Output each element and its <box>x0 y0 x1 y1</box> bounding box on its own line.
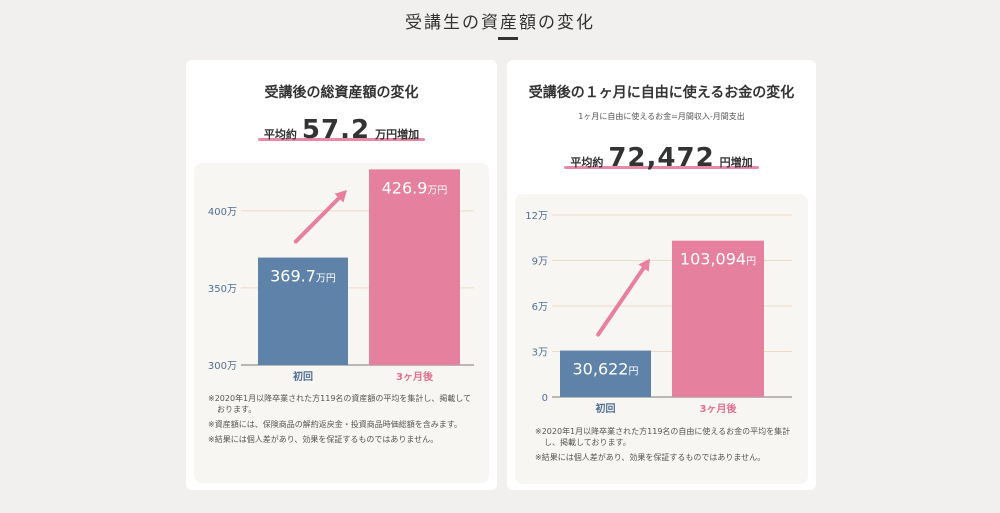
x-category-label: 初回 <box>293 370 313 383</box>
total-assets-card: 受講後の総資産額の変化 平均約 57.2 万円増加 300万 350万 400万 369.… <box>186 60 497 490</box>
y-tick-label: 9万 <box>532 257 548 268</box>
note: ※2020年1月以降卒業された方119名の資産額の平均を集計し、掲載しております… <box>208 394 472 414</box>
note: ※結果には個人差があり、効果を保証するものではありません。 <box>208 435 439 444</box>
increase-arrow <box>596 265 647 337</box>
free-money-notes: ※2020年1月以降卒業された方119名の自由に使えるお金の平均を集計し、掲載し… <box>535 426 800 467</box>
bar <box>369 169 460 365</box>
x-category-label: 3ヶ月後 <box>700 402 738 415</box>
bar <box>560 350 651 397</box>
y-tick-label: 3万 <box>532 348 548 359</box>
total-assets-notes: ※2020年1月以降卒業された方119名の資産額の平均を集計し、掲載しております… <box>208 393 478 449</box>
total-assets-average: 平均約 57.2 万円増加 <box>186 115 497 145</box>
data-label: 369.7万円 <box>270 267 336 286</box>
average-prefix: 平均約 <box>263 128 297 141</box>
average-value: 57.2 <box>301 115 371 145</box>
free-money-chart-panel: 0 3万 6万 9万 12万 30,622円初回 103,094円 3ヶ月後 ※2020年1月… <box>515 194 808 484</box>
average-suffix: 万円増加 <box>375 128 420 141</box>
x-category-label: 3ヶ月後 <box>396 370 434 383</box>
free-money-definition: 1ヶ月に自由に使えるお金=月間収入-月間支出 <box>578 112 745 121</box>
note: ※資産額には、保険商品の解約返戻金・投資商品時価総額を含みます。 <box>208 420 462 429</box>
note: ※結果には個人差があり、効果を保証するものではありません。 <box>535 453 766 462</box>
y-tick-label: 400万 <box>208 207 237 218</box>
x-category-label: 初回 <box>596 402 616 415</box>
bar <box>672 240 764 397</box>
increase-arrow-head <box>334 190 347 203</box>
y-tick-label: 6万 <box>532 302 548 313</box>
average-underline <box>564 166 759 169</box>
increase-arrow-head <box>638 258 650 272</box>
y-tick-label: 12万 <box>525 211 548 222</box>
free-money-card: 受講後の１ヶ月に自由に使えるお金の変化 1ヶ月に自由に使えるお金=月間収入-月間… <box>507 60 816 490</box>
average-value: 72,472 <box>608 143 715 173</box>
data-label: 30,622円 <box>573 360 639 379</box>
y-tick-label: 350万 <box>208 284 237 295</box>
free-money-average: 平均約 72,472 円増加 <box>507 143 816 173</box>
average-underline <box>257 138 426 141</box>
title-divider <box>498 37 518 40</box>
average-suffix: 円増加 <box>719 156 753 169</box>
average-prefix: 平均約 <box>570 156 604 169</box>
free-money-heading: 受講後の１ヶ月に自由に使えるお金の変化 <box>528 85 795 101</box>
total-assets-heading: 受講後の総資産額の変化 <box>264 85 419 101</box>
total-assets-chart-panel: 300万 350万 400万 369.7万円初回 426.9万円 3ヶ月後 ※2020年1… <box>194 163 489 483</box>
note: ※2020年1月以降卒業された方119名の自由に使えるお金の平均を集計し、掲載し… <box>535 427 791 447</box>
y-tick-label: 300万 <box>208 361 237 372</box>
data-label: 426.9万円 <box>382 178 448 197</box>
increase-arrow <box>293 195 342 244</box>
bar <box>258 257 348 365</box>
y-tick-label: 0 <box>542 393 548 404</box>
data-label: 103,094円 <box>680 250 756 269</box>
page-title: 受講生の資産額の変化 <box>405 13 595 33</box>
